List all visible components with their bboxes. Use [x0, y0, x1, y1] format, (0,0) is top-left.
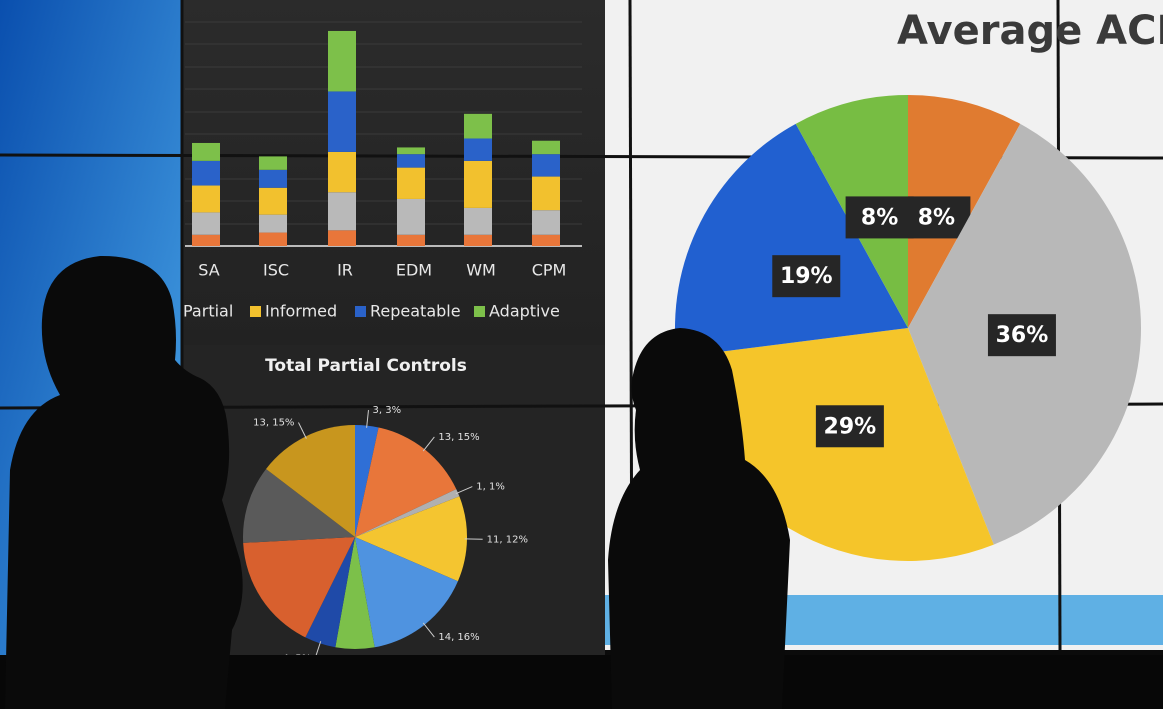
bar-segment [328, 230, 356, 246]
legend-label: Informed [265, 302, 337, 321]
bar-segment [259, 232, 287, 246]
bar-segment [464, 138, 492, 161]
bar-segment [328, 192, 356, 231]
pie-slice [355, 537, 458, 648]
bar-segment [259, 169, 287, 188]
chart-title: Average ACM [897, 8, 1163, 54]
bar-segment [397, 147, 425, 155]
bar-segment [259, 187, 287, 215]
pie-slice [243, 537, 355, 638]
pie-slice [355, 427, 457, 537]
bar-segment [328, 91, 356, 152]
legend-swatch [355, 306, 366, 317]
bar-segment [328, 151, 356, 193]
bar-segment [397, 167, 425, 199]
label-box [815, 405, 884, 448]
value-label: 8% [918, 205, 955, 230]
man-silhouette [5, 255, 243, 709]
legend-swatch [474, 306, 485, 317]
bar-segment [259, 156, 287, 170]
label-box [902, 196, 971, 239]
pie-slice [266, 425, 355, 537]
bar-segment [464, 113, 492, 139]
bar-segment [259, 214, 287, 233]
pie-slice [305, 537, 355, 648]
bar-segment [532, 154, 560, 177]
bar-segment [192, 212, 220, 235]
value-label: 3, 3% [372, 405, 401, 416]
leader-line [422, 622, 435, 638]
x-tick-label: CPM [532, 261, 567, 280]
bar-segment [397, 154, 425, 168]
leader-line [455, 486, 473, 495]
value-label: 1, 1% [476, 482, 505, 493]
pie-slice [355, 496, 468, 582]
bar-segment [397, 198, 425, 235]
bar-segment [464, 160, 492, 208]
chart-title: Total Partial Controls [265, 356, 467, 376]
bar-segment [532, 140, 560, 155]
x-tick-label: ISC [263, 261, 289, 280]
bar-segment [192, 185, 220, 213]
value-label: 14, 16% [438, 632, 479, 643]
bar-segment [192, 234, 220, 246]
legend-label: Partial [183, 302, 233, 321]
leader-line [422, 436, 435, 452]
value-label: 13, 15% [253, 418, 294, 429]
pie-slice [335, 537, 375, 650]
value-label: 11, 12% [487, 534, 528, 545]
value-label: 19% [780, 264, 833, 289]
value-label: 13, 15% [438, 432, 479, 443]
bar-segment [192, 160, 220, 186]
bar-segment [397, 234, 425, 246]
leader-line [297, 422, 307, 439]
legend-label: Adaptive [489, 302, 560, 321]
bar-segment [192, 142, 220, 161]
x-tick-label: EDM [396, 261, 432, 280]
value-label: 8% [861, 205, 898, 230]
value-label: 36% [996, 323, 1049, 348]
bar-segment [532, 176, 560, 211]
bar-segment [532, 210, 560, 235]
leader-line [366, 409, 369, 428]
pie-slice [355, 489, 460, 537]
bar-segment [328, 30, 356, 92]
label-box [845, 196, 914, 239]
pie-slice [243, 468, 355, 543]
bar-segment [464, 207, 492, 235]
x-tick-label: WM [466, 261, 496, 280]
label-box [772, 255, 841, 298]
pie-slice [675, 123, 908, 358]
charts: SA ISC IR EDM WM CPM Partial Informed Repeatable… [183, 8, 1163, 664]
bar-segment [532, 234, 560, 246]
label-box [987, 314, 1056, 357]
x-tick-label: IR [337, 261, 353, 280]
legend-swatch [250, 306, 261, 317]
bar-segment [464, 234, 492, 246]
legend-label: Repeatable [370, 302, 461, 321]
x-tick-label: SA [198, 261, 219, 280]
woman-silhouette [608, 328, 790, 709]
value-label: 29% [824, 414, 877, 439]
pie-slice [355, 425, 379, 537]
